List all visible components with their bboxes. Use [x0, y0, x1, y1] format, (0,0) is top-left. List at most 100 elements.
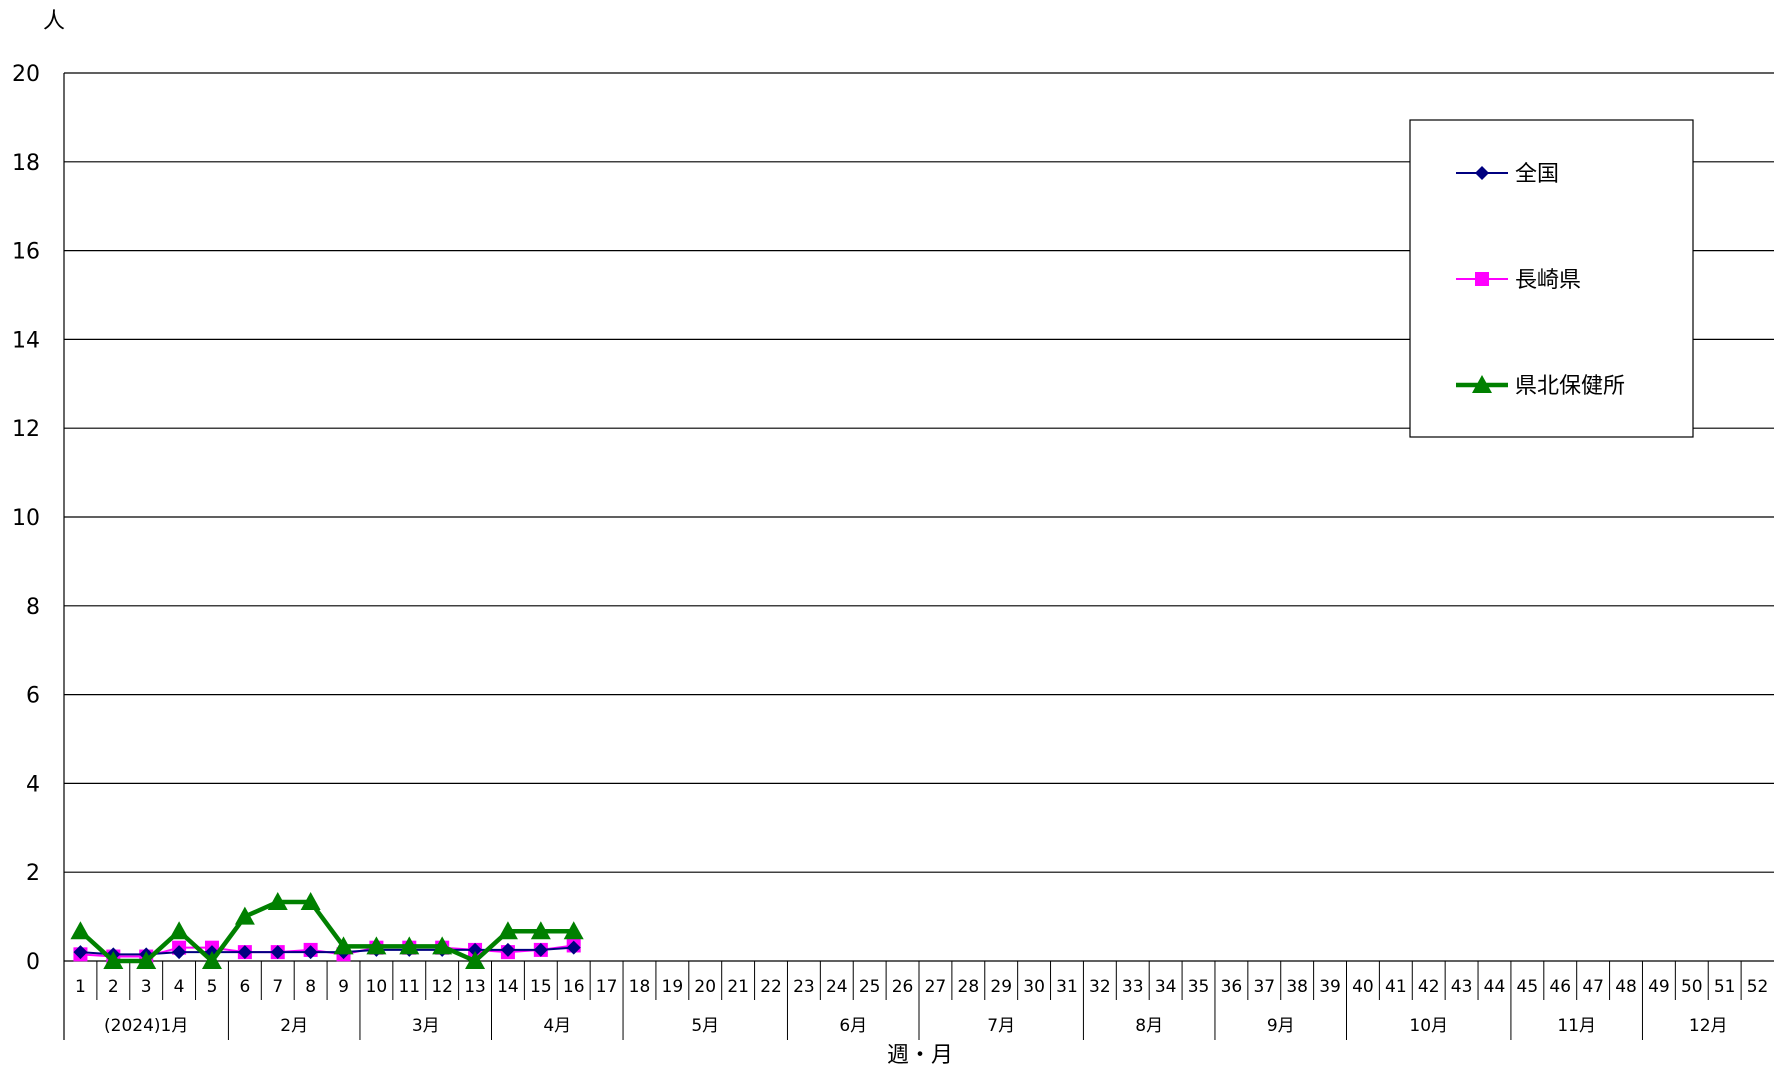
x-week-label: 24 [826, 977, 848, 997]
x-week-label: 26 [892, 977, 914, 997]
x-month-label: 12月 [1689, 1016, 1728, 1036]
data-point [237, 945, 252, 960]
x-week-label: 20 [694, 977, 716, 997]
x-week-label: 35 [1188, 977, 1210, 997]
x-week-label: 15 [530, 977, 552, 997]
data-point [103, 951, 124, 969]
x-week-label: 14 [497, 977, 519, 997]
x-week-label: 25 [859, 977, 881, 997]
x-week-label: 48 [1615, 977, 1637, 997]
series-layer [70, 891, 584, 969]
x-week-label: 43 [1451, 977, 1473, 997]
y-axis-label: 人 [43, 9, 65, 34]
data-point [465, 951, 486, 969]
x-axis-label: 週・月 [887, 1043, 953, 1068]
legend-entry: 長崎県 [1456, 268, 1581, 293]
x-month-label: 9月 [1267, 1016, 1295, 1036]
x-week-label: 12 [431, 977, 453, 997]
x-week-label: 36 [1221, 977, 1243, 997]
data-point [1475, 272, 1489, 286]
x-week-label: 17 [596, 977, 618, 997]
data-point [333, 936, 354, 955]
y-tick-label: 18 [12, 151, 40, 176]
data-point [303, 945, 318, 960]
data-point [234, 906, 255, 925]
x-week-label: 13 [464, 977, 486, 997]
x-week-label: 34 [1155, 977, 1177, 997]
x-week-label: 7 [272, 977, 283, 997]
data-point [169, 921, 190, 940]
x-week-label: 41 [1385, 977, 1407, 997]
y-tick-label: 2 [26, 861, 40, 886]
y-axis-ticks: 0 2 4 6 8 10 12 14 16 18 20 [12, 62, 40, 975]
data-point [497, 921, 518, 940]
x-week-label: 49 [1648, 977, 1670, 997]
x-week-label: 21 [727, 977, 749, 997]
x-week-label: 30 [1023, 977, 1045, 997]
x-week-label: 40 [1352, 977, 1374, 997]
x-month-label: 4月 [543, 1016, 571, 1036]
x-week-label: 52 [1747, 977, 1769, 997]
series-triangle [70, 891, 584, 969]
x-week-label: 9 [338, 977, 349, 997]
x-week-label: 23 [793, 977, 815, 997]
x-week-label: 31 [1056, 977, 1078, 997]
y-tick-label: 8 [26, 595, 40, 620]
legend-entry: 全国 [1456, 162, 1559, 187]
x-week-label: 32 [1089, 977, 1111, 997]
x-week-label: 6 [239, 977, 250, 997]
data-point [73, 945, 88, 960]
data-point [533, 942, 548, 957]
x-week-label: 18 [629, 977, 651, 997]
x-week-label: 37 [1253, 977, 1275, 997]
x-axis-week-labels: 1 2 3 4 5 6 7 8 9 10 11 12 13 14 15 16 17 18 19 20 21 22 23 24 2… [75, 961, 1768, 1000]
x-month-label: 3月 [412, 1016, 440, 1036]
data-point [468, 942, 483, 957]
x-week-label: 51 [1714, 977, 1736, 997]
x-month-label: 6月 [839, 1016, 867, 1036]
x-week-label: 42 [1418, 977, 1440, 997]
x-week-label: 46 [1549, 977, 1571, 997]
x-week-label: 38 [1286, 977, 1308, 997]
x-week-label: 39 [1319, 977, 1341, 997]
data-point [566, 940, 581, 955]
x-week-label: 33 [1122, 977, 1144, 997]
data-point [270, 945, 285, 960]
x-week-label: 16 [563, 977, 585, 997]
y-tick-label: 16 [12, 240, 40, 265]
x-week-label: 47 [1582, 977, 1604, 997]
y-tick-label: 10 [12, 506, 40, 531]
x-month-label: 2月 [280, 1016, 308, 1036]
x-week-label: 29 [990, 977, 1012, 997]
data-point [530, 921, 551, 940]
y-tick-label: 12 [12, 417, 40, 442]
data-point [70, 921, 91, 940]
legend-label: 長崎県 [1515, 268, 1581, 293]
series-line [80, 946, 574, 956]
data-point [136, 951, 157, 969]
x-week-label: 5 [207, 977, 218, 997]
legend-entry: 県北保健所 [1456, 374, 1625, 399]
legend-label: 県北保健所 [1515, 374, 1625, 399]
x-week-label: 10 [366, 977, 388, 997]
data-point [500, 942, 515, 957]
y-tick-label: 6 [26, 684, 40, 709]
x-axis-month-labels: (2024)1月 2月 3月 4月 5月 6月 7月 8月 9月 10月 11月 12月 [104, 1000, 1728, 1040]
y-tick-label: 20 [12, 62, 40, 87]
x-week-label: 3 [141, 977, 152, 997]
x-month-label: 5月 [691, 1016, 719, 1036]
y-tick-label: 0 [26, 950, 40, 975]
x-week-label: 1 [75, 977, 86, 997]
x-week-label: 50 [1681, 977, 1703, 997]
data-point [1472, 375, 1492, 393]
x-month-label: 10月 [1409, 1016, 1448, 1036]
x-week-label: 4 [174, 977, 185, 997]
x-month-label: 8月 [1135, 1016, 1163, 1036]
x-week-label: 27 [925, 977, 947, 997]
x-week-label: 22 [760, 977, 782, 997]
data-point [201, 951, 222, 969]
x-week-label: 2 [108, 977, 119, 997]
x-week-label: 8 [305, 977, 316, 997]
